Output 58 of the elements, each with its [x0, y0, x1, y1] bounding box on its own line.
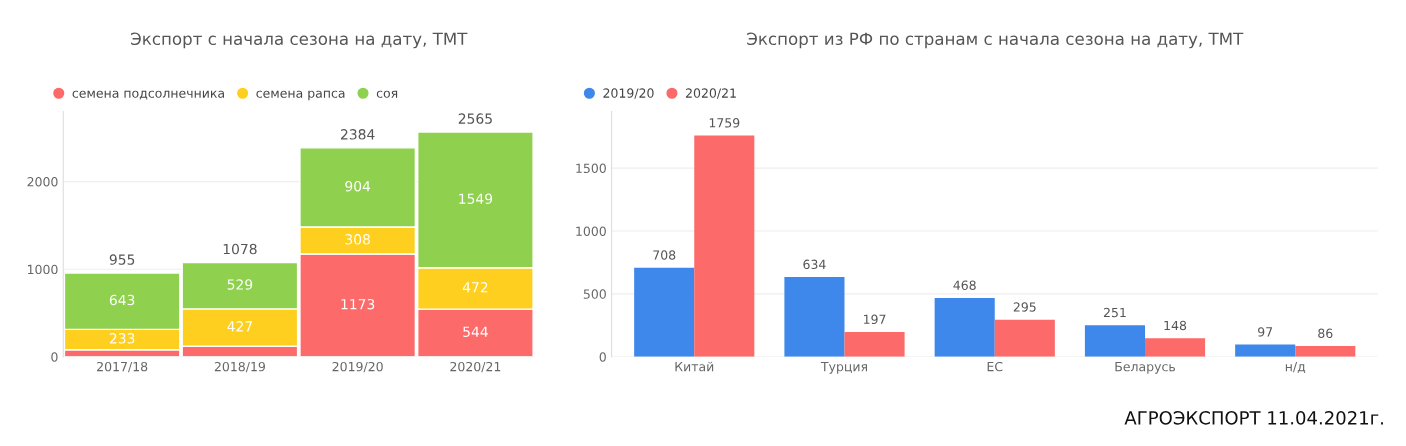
data-label: 295 — [1013, 302, 1036, 312]
y-tick-label: 2000 — [27, 177, 58, 187]
legend-label: 2019/20 — [603, 88, 654, 99]
total-label: 1078 — [223, 243, 257, 255]
bar — [994, 319, 1055, 357]
bar — [1295, 345, 1356, 357]
y-tick-label: 1500 — [576, 163, 606, 174]
x-tick-label: 2019/20 — [332, 361, 383, 373]
legend-label: соя — [376, 90, 398, 98]
data-label: 308 — [345, 234, 370, 245]
data-label: 1549 — [459, 193, 493, 204]
x-tick-label: Китай — [675, 361, 714, 372]
data-label: 468 — [953, 280, 976, 290]
data-label: 233 — [109, 333, 135, 344]
x-tick-label: 2018/19 — [214, 361, 265, 373]
chart-title: Экспорт из РФ по странам с начала сезона на дату, ТМТ — [747, 32, 1244, 49]
total-label: 955 — [109, 254, 135, 265]
data-label: 1173 — [341, 298, 375, 310]
legend-label: семена подсолнечника — [72, 90, 224, 100]
data-label: 148 — [1164, 320, 1187, 331]
total-label: 2565 — [458, 113, 492, 124]
x-tick-label: 2020/21 — [450, 361, 501, 373]
x-tick-label: ЕС — [987, 361, 1003, 372]
data-label: 86 — [1318, 328, 1333, 338]
bar — [694, 135, 755, 357]
x-tick-label: 2017/18 — [97, 361, 148, 373]
data-label: 529 — [227, 279, 253, 290]
data-label: 97 — [1258, 327, 1273, 337]
total-label: 2384 — [341, 129, 375, 140]
y-tick-label: 500 — [583, 289, 606, 299]
data-label: 544 — [463, 326, 488, 337]
data-label: 634 — [803, 259, 826, 270]
chart-title: Экспорт с начала сезона на дату, ТМТ — [131, 32, 468, 49]
bar — [844, 332, 905, 357]
bar — [1235, 344, 1296, 357]
data-label: 472 — [462, 281, 488, 293]
legend-label: семена рапса — [256, 90, 345, 101]
bar — [634, 267, 695, 357]
data-label: 643 — [109, 294, 135, 306]
data-label: 251 — [1103, 307, 1126, 318]
bar — [1144, 338, 1206, 357]
x-tick-label: Турция — [820, 362, 867, 374]
y-tick-label: 0 — [51, 352, 58, 362]
y-tick-label: 1000 — [27, 264, 58, 275]
x-tick-label: н/д — [1285, 362, 1306, 373]
data-label: 197 — [863, 314, 886, 325]
data-label: 1759 — [709, 118, 740, 128]
bar — [1084, 325, 1145, 357]
y-tick-label: 1000 — [576, 226, 606, 236]
x-tick-label: Беларусь — [1115, 362, 1175, 374]
data-label: 904 — [345, 180, 371, 192]
text: АГРОЭКСПОРТ 11.04.2021г. — [1124, 411, 1383, 425]
bar — [784, 277, 845, 357]
bar — [934, 297, 995, 357]
data-label: 708 — [653, 250, 676, 260]
data-label: 427 — [227, 321, 252, 332]
legend-label: 2020/21 — [685, 88, 736, 99]
y-tick-label: 0 — [599, 352, 606, 362]
